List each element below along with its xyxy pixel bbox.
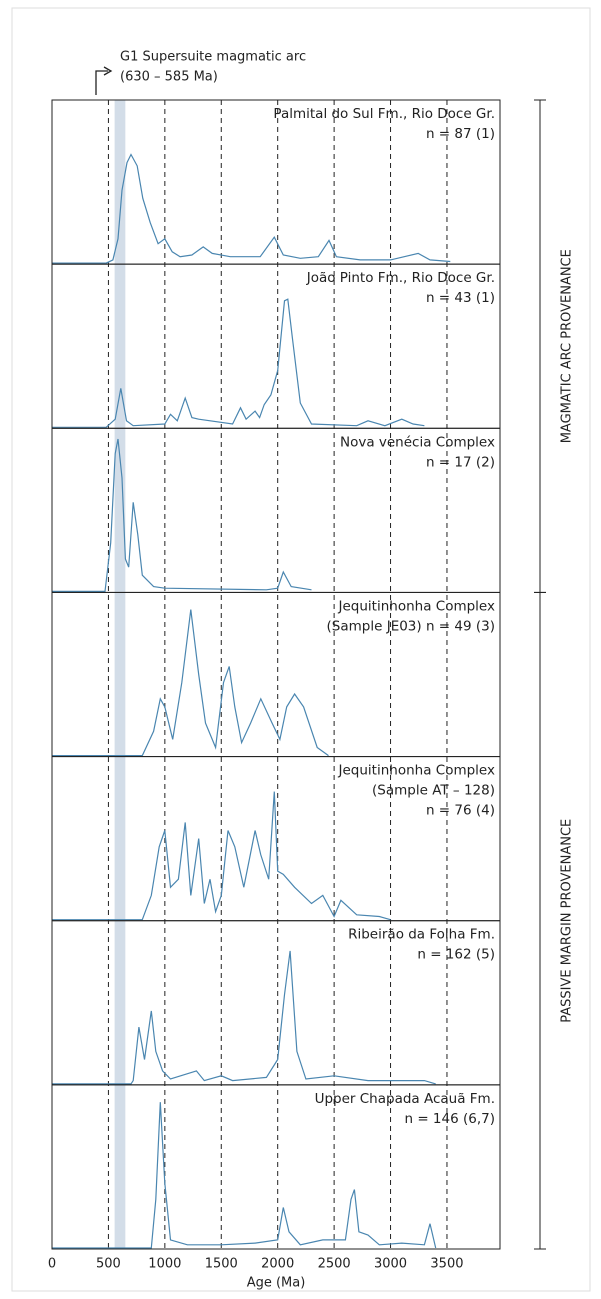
x-tick-label: 3500 [430, 1257, 463, 1272]
x-tick-label: 500 [96, 1257, 121, 1272]
density-curve [52, 1102, 437, 1249]
panel-label: n = 76 (4) [426, 803, 495, 819]
density-curve [52, 153, 451, 264]
group-label: PASSIVE MARGIN PROVENANCE [560, 819, 575, 1023]
x-tick-label: 2000 [261, 1257, 294, 1272]
panel-frame [51, 1084, 501, 1250]
panel-label: Jequitinhonha Complex [338, 598, 495, 614]
panel-label: n = 146 (6,7) [404, 1111, 495, 1127]
panel-label: (Sample AT – 128) [372, 783, 495, 799]
x-axis-label: Age (Ma) [247, 1276, 306, 1291]
density-curve [52, 950, 436, 1085]
panel-label: Ribeirão da Folha Fm. [348, 927, 495, 943]
density-curve [52, 609, 329, 757]
arrow [95, 70, 108, 95]
frame [11, 7, 591, 1292]
panel-label: n = 17 (2) [426, 454, 495, 470]
density-curve [52, 438, 312, 592]
panel-label: n = 87 (1) [426, 126, 495, 142]
panel-label: Upper Chapada Acauã Fm. [315, 1091, 495, 1107]
annotation: G1 Supersuite magmatic arc [120, 50, 306, 65]
x-tick-label: 1500 [205, 1257, 238, 1272]
x-tick-label: 1000 [148, 1257, 181, 1272]
panel-label: Nova venécia Complex [340, 434, 495, 450]
panel-label: n = 162 (5) [417, 947, 495, 963]
panel-label: (Sample JE03) n = 49 (3) [327, 618, 495, 634]
panel-label: n = 43 (1) [426, 290, 495, 306]
panel-label: Palmital do Sul Fm., Rio Doce Gr. [273, 106, 495, 122]
density-curve [52, 791, 391, 921]
x-tick-label: 3000 [374, 1257, 407, 1272]
group-label: MAGMATIC ARC PROVENANCE [560, 249, 575, 443]
age-band [114, 100, 126, 1249]
x-tick-label: 0 [48, 1257, 56, 1272]
panel-label: João Pinto Fm., Rio Doce Gr. [306, 270, 495, 286]
x-tick-label: 2500 [318, 1257, 351, 1272]
arrow-head [103, 66, 113, 76]
density-curve [52, 298, 425, 428]
panel-label: Jequitinhonha Complex [338, 763, 495, 779]
annotation: (630 – 585 Ma) [120, 70, 218, 85]
